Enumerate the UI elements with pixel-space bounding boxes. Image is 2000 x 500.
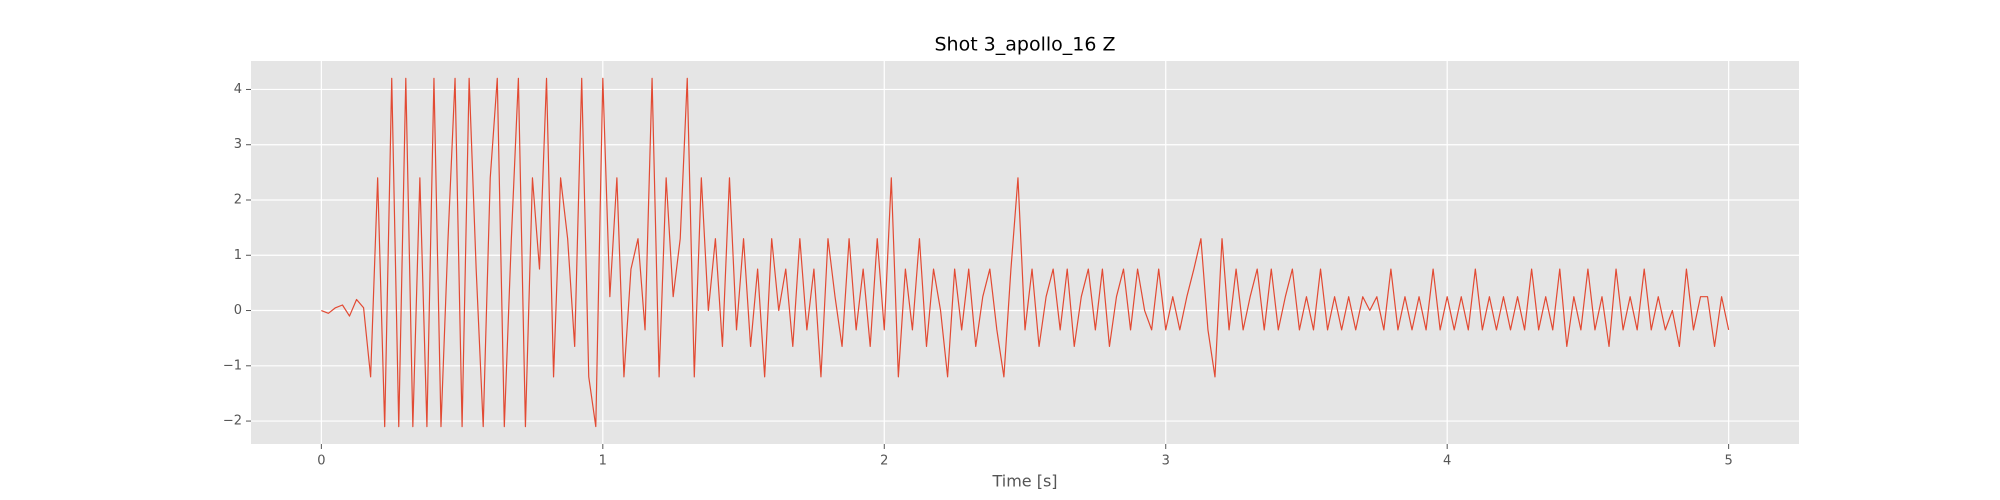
x-tick-label: 0 [317, 454, 325, 469]
data-line [321, 77, 1730, 428]
y-tick-label: −1 [223, 358, 242, 373]
chart-title: Shot 3_apollo_16 Z [934, 34, 1115, 56]
y-tick-label: −2 [223, 414, 242, 429]
x-tick-label: 2 [880, 454, 888, 469]
x-tick-label: 4 [1443, 454, 1451, 469]
plot-area [251, 61, 1799, 444]
y-tick-label: 4 [234, 82, 242, 97]
x-tick-label: 5 [1724, 454, 1732, 469]
x-tick-label: 3 [1162, 454, 1170, 469]
y-tick-label: 1 [234, 248, 242, 263]
y-tick-label: 2 [234, 192, 242, 207]
x-axis-label: Time [s] [991, 472, 1057, 491]
y-tick-label: 0 [234, 303, 242, 318]
x-tick-label: 1 [599, 454, 607, 469]
y-tick-label: 3 [234, 137, 242, 152]
